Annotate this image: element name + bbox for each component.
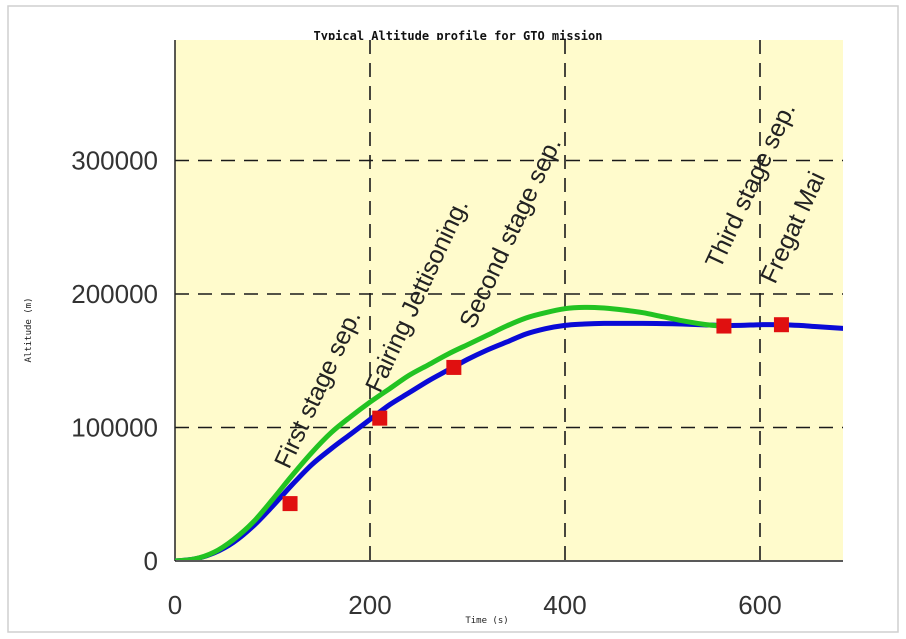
y-axis-label: Altitude (m)	[24, 297, 34, 362]
event-marker	[773, 317, 789, 333]
event-markers	[282, 317, 789, 512]
event-marker	[446, 359, 462, 375]
x-axis-label: Time (s)	[465, 616, 508, 626]
x-tick-label: 200	[348, 590, 391, 620]
chart-title: Typical Altitude profile for GTO mission	[314, 29, 603, 43]
x-tick-label: 600	[738, 590, 781, 620]
y-tick-label: 0	[144, 546, 158, 576]
event-marker	[372, 410, 388, 426]
event-marker	[282, 496, 298, 512]
y-tick-label: 300000	[71, 146, 158, 176]
event-marker	[716, 318, 732, 334]
plot-area	[175, 40, 843, 560]
grid-lines	[175, 40, 843, 561]
green-altitude-line	[175, 304, 729, 560]
tick-labels: 0 100000 200000 300000 0 200 400 600	[71, 146, 781, 621]
x-tick-label: 0	[168, 590, 182, 620]
y-tick-label: 200000	[71, 279, 158, 309]
x-tick-label: 400	[543, 590, 586, 620]
y-tick-label: 100000	[71, 413, 158, 443]
